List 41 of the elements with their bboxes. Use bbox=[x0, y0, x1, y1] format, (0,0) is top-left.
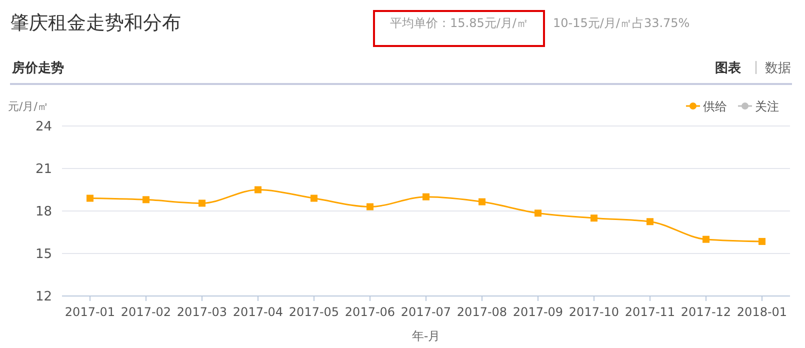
text: 图表 bbox=[715, 61, 742, 76]
legend-label: 关注 bbox=[755, 100, 779, 114]
point bbox=[142, 196, 150, 204]
x-tick-label: 2017-08 bbox=[456, 305, 508, 319]
y-tick-label: 24 bbox=[35, 120, 52, 134]
point bbox=[758, 238, 766, 245]
point bbox=[702, 236, 710, 243]
point bbox=[86, 194, 94, 202]
x-tick-label: 2017-04 bbox=[232, 305, 284, 319]
legend-label: 供给 bbox=[703, 100, 727, 114]
text: 数据 bbox=[765, 61, 791, 76]
chart-subtitle: 平均单价：15.85元/月/㎡ bbox=[390, 16, 528, 30]
point bbox=[366, 203, 374, 210]
x-tick-label: 2017-07 bbox=[400, 305, 452, 319]
y-tick-label: 15 bbox=[35, 247, 52, 262]
x-tick-label: 2017-11 bbox=[624, 305, 676, 319]
point bbox=[422, 193, 430, 200]
x-tick-label: 2017-02 bbox=[120, 305, 172, 319]
point bbox=[646, 218, 654, 226]
x-tick-label: 2017-09 bbox=[512, 305, 564, 319]
point bbox=[590, 214, 598, 222]
x-tick-label: 2017-01 bbox=[64, 305, 116, 319]
point bbox=[198, 200, 206, 207]
x-tick-label: 2018-01 bbox=[736, 305, 788, 319]
point bbox=[534, 210, 542, 217]
y-tick-label: 12 bbox=[35, 290, 52, 304]
x-tick-label: 2017-10 bbox=[568, 305, 620, 319]
y-tick-label: 21 bbox=[35, 162, 52, 177]
point bbox=[254, 186, 262, 194]
y-axis-title: 元/月/㎡ bbox=[8, 100, 48, 113]
chart-title: 肇庆租金走势和分布 bbox=[10, 12, 181, 34]
x-tick-label: 2017-12 bbox=[680, 305, 732, 319]
x-axis-title: 年-月 bbox=[412, 329, 440, 343]
point bbox=[310, 194, 318, 202]
x-tick-label: 2017-03 bbox=[176, 305, 228, 319]
x-tick-label: 2017-06 bbox=[344, 305, 396, 319]
point bbox=[478, 198, 486, 206]
x-tick-label: 2017-05 bbox=[288, 305, 340, 319]
y-tick-label: 18 bbox=[35, 204, 52, 220]
text: 10-15元/月/㎡占33.75% bbox=[553, 16, 690, 30]
text: 房价走势 bbox=[11, 60, 64, 76]
